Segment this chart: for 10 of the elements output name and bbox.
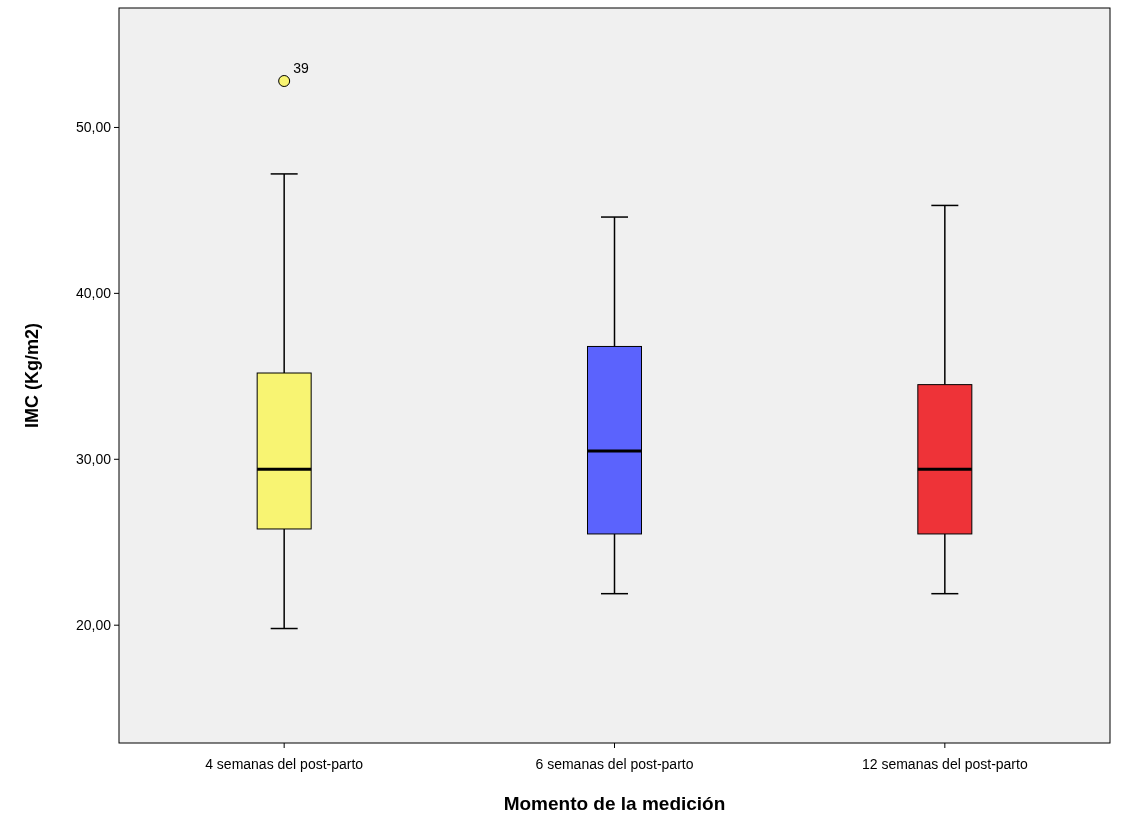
- y-tick-label: 40,00: [75, 285, 112, 302]
- x-axis-title: Momento de la medición: [503, 793, 726, 814]
- y-axis-title: IMC (Kg/m2): [22, 323, 42, 428]
- y-tick-label: 50,00: [75, 119, 112, 136]
- x-tick-label: 12 semanas del post-parto: [861, 756, 1028, 772]
- y-tick-label: 30,00: [75, 451, 112, 468]
- x-tick-label: 4 semanas del post-parto: [205, 756, 364, 772]
- annotation: 39: [293, 60, 309, 76]
- y-tick-label: 20,00: [75, 617, 112, 634]
- x-tick-label: 6 semanas del post-parto: [535, 756, 694, 772]
